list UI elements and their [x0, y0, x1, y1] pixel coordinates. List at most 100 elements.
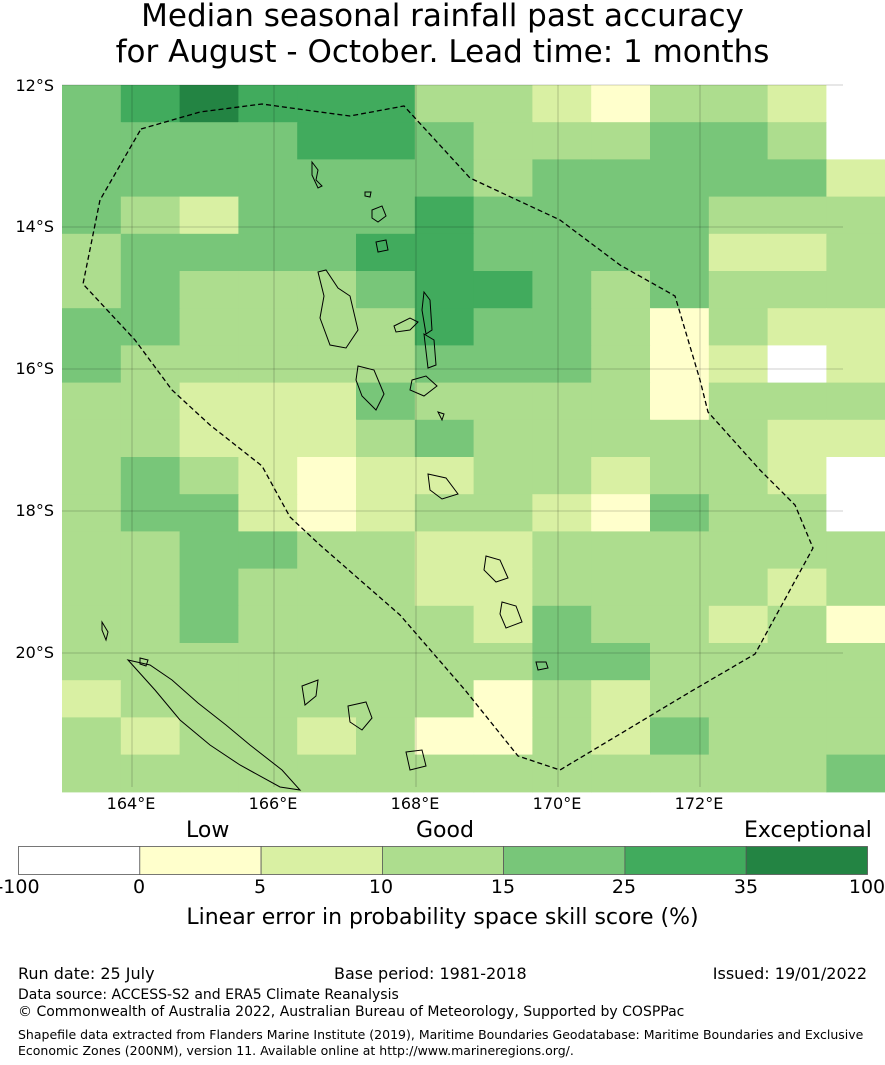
- skill-cell: [532, 457, 592, 495]
- skill-cell: [708, 345, 769, 384]
- skill-cell: [62, 568, 122, 607]
- skill-cell: [473, 382, 533, 421]
- skill-cell: [708, 568, 769, 607]
- skill-cell: [179, 605, 239, 644]
- skill-cell: [591, 196, 651, 235]
- category-exceptional: Exceptional: [744, 818, 872, 843]
- skill-cell: [414, 643, 475, 681]
- skill-cell: [238, 717, 298, 756]
- skill-cell: [356, 382, 416, 421]
- skill-cell: [297, 680, 357, 718]
- colorbar-segment: [139, 846, 262, 875]
- skill-cell: [473, 494, 533, 532]
- skill-cell: [826, 419, 885, 458]
- island-erromango: [483, 555, 509, 583]
- skill-cell: [120, 233, 181, 272]
- skill-cell: [532, 122, 592, 160]
- skill-cell: [238, 196, 298, 235]
- skill-cell: [120, 345, 181, 384]
- copyright: © Commonwealth of Australia 2022, Austra…: [18, 1004, 685, 1020]
- skill-cell: [238, 382, 298, 421]
- cbar-tick-25: 25: [611, 876, 637, 898]
- skill-cell: [297, 271, 357, 309]
- skill-cell: [120, 717, 181, 756]
- lon-label-166e: 166°E: [248, 794, 298, 813]
- skill-cell: [650, 457, 710, 495]
- skill-cell: [532, 568, 592, 607]
- skill-cell: [532, 680, 592, 718]
- skill-cell: [297, 605, 357, 644]
- skill-cell: [708, 717, 769, 756]
- skill-cell: [591, 159, 651, 198]
- skill-cell: [414, 717, 475, 756]
- skill-cell: [591, 345, 651, 384]
- skill-cell: [767, 605, 827, 644]
- skill-cell: [414, 419, 475, 458]
- skill-cell: [414, 196, 475, 235]
- skill-cell: [826, 754, 885, 793]
- skill-cell: [767, 271, 827, 309]
- skill-cell: [826, 643, 885, 681]
- skill-cell: [826, 494, 885, 532]
- island-malekula: [355, 365, 385, 411]
- skill-cell: [532, 159, 592, 198]
- skill-cell: [356, 122, 416, 160]
- skill-cell: [356, 308, 416, 346]
- skill-cell: [120, 196, 181, 235]
- skill-cell: [120, 568, 181, 607]
- skill-cell: [826, 345, 885, 384]
- colorbar: [18, 846, 868, 875]
- island-torres: [311, 160, 323, 189]
- skill-cell: [179, 419, 239, 458]
- skill-cell: [120, 754, 181, 793]
- skill-cell: [708, 605, 769, 644]
- skill-cell: [62, 605, 122, 644]
- skill-cell: [826, 271, 885, 309]
- skill-cell: [62, 271, 122, 309]
- skill-cell: [62, 308, 122, 346]
- skill-cell: [591, 754, 651, 793]
- skill-cell: [238, 643, 298, 681]
- skill-cell: [708, 159, 769, 198]
- skill-cell: [708, 85, 769, 123]
- island-small-1: [139, 657, 149, 667]
- skill-cell: [591, 605, 651, 644]
- skill-cell: [826, 308, 885, 346]
- skill-cell: [62, 345, 122, 384]
- skill-cell: [356, 271, 416, 309]
- skill-cell: [591, 122, 651, 160]
- skill-cell: [708, 754, 769, 793]
- skill-map: [62, 84, 885, 793]
- skill-cell: [708, 419, 769, 458]
- skill-cell: [238, 419, 298, 458]
- island-gaua: [375, 239, 389, 253]
- skill-cell: [62, 457, 122, 495]
- skill-cell: [473, 271, 533, 309]
- skill-cell: [826, 159, 885, 198]
- island-belep: [101, 620, 109, 642]
- skill-cell: [650, 419, 710, 458]
- island-pentecost: [423, 333, 437, 369]
- skill-cell: [356, 457, 416, 495]
- skill-cell: [179, 233, 239, 272]
- lat-label-16s: 16°S: [15, 359, 54, 378]
- skill-cell: [767, 754, 827, 793]
- skill-cell: [414, 531, 475, 570]
- skill-cell: [532, 233, 592, 272]
- skill-cell: [473, 345, 533, 384]
- skill-cell: [179, 717, 239, 756]
- skill-cell: [120, 85, 181, 123]
- cbar-tick-0: 0: [132, 876, 146, 898]
- skill-cell: [591, 680, 651, 718]
- shapefile-credit-1: Shapefile data extracted from Flanders M…: [18, 1027, 864, 1042]
- island-tanna: [499, 601, 523, 629]
- skill-cell: [767, 233, 827, 272]
- skill-cell: [473, 122, 533, 160]
- skill-cell: [650, 85, 710, 123]
- cbar-tick-100: 100: [848, 876, 885, 898]
- skill-cell: [473, 643, 533, 681]
- skill-cell: [473, 419, 533, 458]
- skill-cell: [532, 717, 592, 756]
- skill-cell: [414, 494, 475, 532]
- skill-cell: [62, 494, 122, 532]
